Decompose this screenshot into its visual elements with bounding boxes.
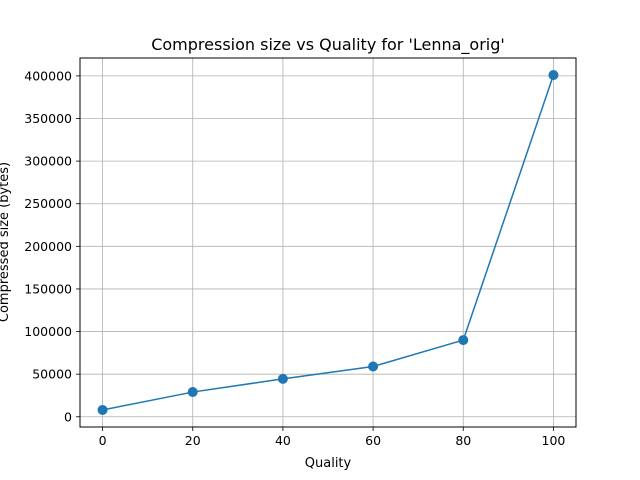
data-point — [187, 387, 198, 398]
x-tick-label: 40 — [275, 433, 291, 448]
y-tick-label: 100000 — [24, 324, 72, 339]
chart-title: Compression size vs Quality for 'Lenna_o… — [151, 35, 505, 55]
y-tick-label: 150000 — [24, 281, 72, 296]
axis-ticks: 0 20 40 60 80 100 0 50000 100000 150000 200000 2500… — [24, 68, 565, 448]
grid — [80, 58, 576, 427]
data-point — [458, 335, 469, 346]
plot-frame — [79, 57, 577, 428]
data-point — [277, 373, 288, 384]
y-tick-label: 350000 — [24, 111, 72, 126]
y-tick-label: 0 — [64, 409, 72, 424]
y-tick-label: 50000 — [32, 367, 72, 382]
y-tick-label: 400000 — [24, 68, 72, 83]
data-point — [548, 70, 559, 81]
x-tick-label: 100 — [542, 433, 566, 448]
series — [97, 70, 559, 415]
data-point — [97, 404, 108, 415]
x-axis-label: Quality — [305, 456, 352, 471]
y-tick-label: 250000 — [24, 196, 72, 211]
data-point — [368, 361, 379, 372]
x-tick-label: 80 — [455, 433, 471, 448]
y-axis-label: Compressed size (bytes) — [0, 162, 12, 322]
y-tick-label: 300000 — [24, 154, 72, 169]
x-tick-label: 60 — [365, 433, 381, 448]
x-tick-label: 20 — [185, 433, 201, 448]
y-tick-label: 200000 — [24, 239, 72, 254]
x-tick-label: 0 — [99, 433, 107, 448]
series-line — [102, 74, 555, 411]
